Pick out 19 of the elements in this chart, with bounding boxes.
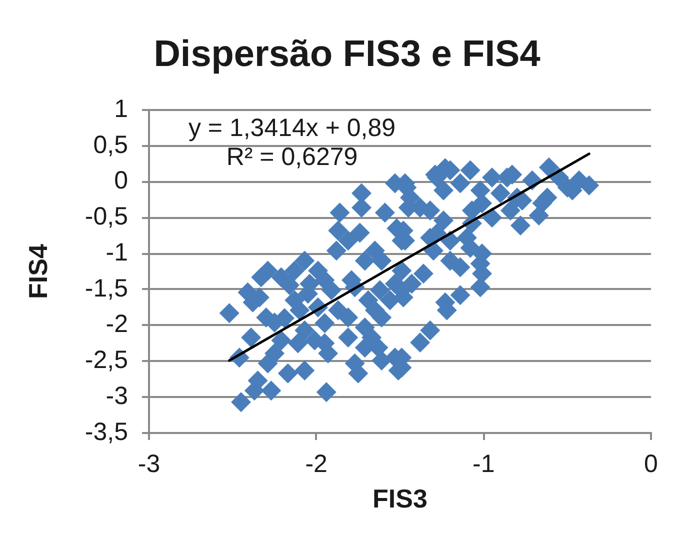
y-axis-title: FIS4: [22, 244, 53, 299]
y-tick-label: -2: [106, 310, 128, 338]
x-tick-label: 0: [644, 450, 658, 478]
x-tick-label: -1: [472, 450, 495, 478]
y-tick-label: 1: [114, 94, 128, 123]
annotation: y = 1,3414x + 0,89: [188, 114, 396, 142]
y-tick-label: -1: [106, 238, 128, 266]
annotation: R² = 0,6279: [226, 142, 358, 171]
y-tick-label: 0,5: [93, 130, 128, 159]
x-tick-label: -3: [138, 450, 160, 478]
y-tick-label: -2,5: [84, 346, 128, 374]
chart-title: Dispersão FIS3 e FIS4: [154, 33, 541, 74]
y-tick-label: -1,5: [84, 274, 128, 302]
y-tick-label: -3: [106, 382, 128, 410]
x-tick-label: -2: [305, 450, 328, 478]
x-axis-title: FIS3: [372, 484, 428, 514]
y-tick-label: -0,5: [84, 202, 128, 231]
y-tick-label: 0: [114, 166, 128, 195]
y-tick-label: -3,5: [84, 418, 128, 446]
